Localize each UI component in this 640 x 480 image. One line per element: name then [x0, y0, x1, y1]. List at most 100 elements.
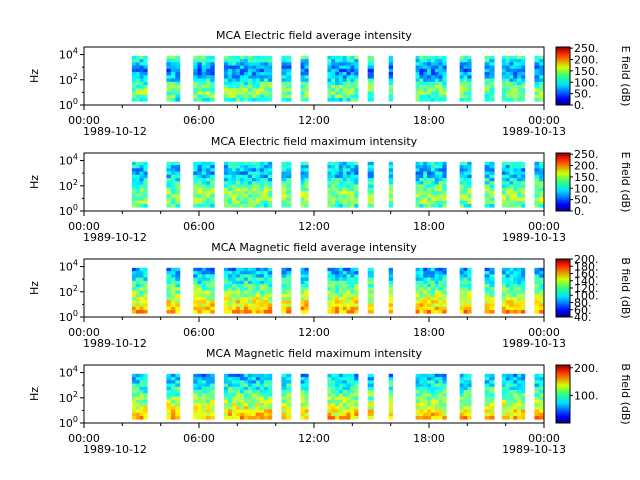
y-axis-label: Hz — [28, 281, 41, 295]
x-tick-label: 06:00 — [183, 114, 215, 127]
data-segment — [534, 161, 545, 208]
x-tick-label: 12:00 — [298, 432, 330, 445]
panel-title: MCA Magnetic field average intensity — [211, 241, 417, 254]
x-tick-label: 00:00 — [68, 114, 100, 127]
plot-frame — [83, 46, 545, 106]
x-tick-label: 18:00 — [413, 326, 445, 339]
plot-frame — [83, 258, 545, 318]
data-segment — [367, 55, 374, 102]
data-segment — [459, 161, 472, 208]
y-tick-label: 100 — [59, 309, 78, 324]
colorbar: 200.180.160.140.120.100.80.60.40. B field… — [555, 253, 632, 324]
data-segment — [327, 373, 359, 420]
data-segment — [223, 267, 273, 314]
data-segment — [388, 267, 393, 314]
data-segment — [223, 55, 273, 102]
x-tick-label: 00:00 — [68, 432, 100, 445]
data-segment — [484, 267, 495, 314]
colorbar-tick-label: 200. — [574, 253, 599, 266]
colorbar-tick-label: 50. — [574, 194, 592, 207]
data-segment — [131, 373, 148, 420]
colorbar-tick-label: 0. — [574, 99, 585, 112]
data-segment — [281, 267, 292, 314]
colorbar-tick-label: 100. — [574, 76, 599, 89]
colorbar: 200. 100. B field (dB) — [555, 362, 632, 425]
x-tick-label: 06:00 — [183, 432, 215, 445]
colorbar-tick-label: 160. — [574, 268, 599, 281]
data-segment — [459, 55, 472, 102]
data-segment — [501, 267, 526, 314]
data-segment — [459, 373, 472, 420]
colorbar-label: B field (dB) — [619, 363, 632, 424]
data-segment — [388, 161, 393, 208]
data-segment — [193, 267, 215, 314]
colorbar-tick-label: 100. — [574, 289, 599, 302]
colorbar-tick-label: 50. — [574, 88, 592, 101]
data-segment — [300, 161, 309, 208]
data-segment — [327, 161, 359, 208]
x-tick-label: 18:00 — [413, 114, 445, 127]
colorbar-tick-label: 200. — [574, 160, 599, 173]
colorbar-tick-label: 0. — [574, 205, 585, 218]
x-tick-label: 00:00 — [528, 114, 560, 127]
x-tick-label: 18:00 — [413, 432, 445, 445]
x-tick-label: 06:00 — [183, 220, 215, 233]
data-segment — [166, 161, 181, 208]
y-axis-label: Hz — [28, 175, 41, 189]
date-label: 1989-10-12 — [83, 231, 147, 244]
colorbar-tick-label: 140. — [574, 275, 599, 288]
plot-frame — [83, 152, 545, 212]
x-tick-label: 06:00 — [183, 326, 215, 339]
data-segment — [281, 161, 292, 208]
panel-4: MCA Magnetic field maximum intensity 100 1… — [28, 347, 632, 456]
x-tick-label: 00:00 — [68, 326, 100, 339]
colorbar-gradient — [555, 46, 571, 106]
date-label: 1989-10-13 — [502, 231, 566, 244]
data-segment — [484, 55, 495, 102]
colorbar-tick-label: 250. — [574, 148, 599, 161]
data-segment — [327, 267, 359, 314]
colorbar-tick-label: 250. — [574, 42, 599, 55]
colorbar-tick-label: 120. — [574, 282, 599, 295]
y-tick-label: 104 — [59, 365, 78, 380]
colorbar-label: E field (dB) — [619, 46, 632, 107]
data-segment — [166, 55, 181, 102]
data-segment — [534, 55, 545, 102]
y-tick-label: 104 — [59, 259, 78, 274]
panel-3: MCA Magnetic field average intensity 100 1… — [28, 241, 632, 350]
y-tick-label: 100 — [59, 97, 78, 112]
panel-1: MCA Electric field average intensity 100 1… — [28, 29, 632, 138]
data-segment — [501, 161, 526, 208]
data-segment — [166, 373, 181, 420]
data-segment — [501, 373, 526, 420]
data-segment — [501, 55, 526, 102]
data-segment — [131, 267, 148, 314]
colorbar-tick-label: 60. — [574, 304, 592, 317]
x-tick-label: 00:00 — [528, 220, 560, 233]
data-segment — [300, 267, 309, 314]
y-tick-label: 104 — [59, 153, 78, 168]
y-tick-label: 100 — [59, 203, 78, 218]
panel-title: MCA Magnetic field maximum intensity — [206, 347, 422, 360]
colorbar-tick-label: 40. — [574, 311, 592, 324]
data-segment — [484, 373, 495, 420]
data-segment — [415, 373, 447, 420]
colorbar-tick-label: 100. — [574, 182, 599, 195]
data-segment — [193, 373, 215, 420]
y-axis-label: Hz — [28, 387, 41, 401]
data-segment — [415, 55, 447, 102]
y-tick-label: 102 — [59, 390, 78, 405]
colorbar-label: B field (dB) — [619, 257, 632, 318]
data-segment — [367, 267, 374, 314]
x-tick-label: 00:00 — [528, 326, 560, 339]
y-tick-label: 102 — [59, 178, 78, 193]
date-label: 1989-10-12 — [83, 443, 147, 456]
plot-frame — [83, 364, 545, 424]
panel-title: MCA Electric field maximum intensity — [211, 135, 418, 148]
date-label: 1989-10-13 — [502, 337, 566, 350]
colorbar: 250.200.150.100.50.0. E field (dB) — [555, 42, 632, 112]
data-segment — [327, 55, 359, 102]
colorbar-tick-label: 80. — [574, 297, 592, 310]
y-tick-label: 100 — [59, 415, 78, 430]
